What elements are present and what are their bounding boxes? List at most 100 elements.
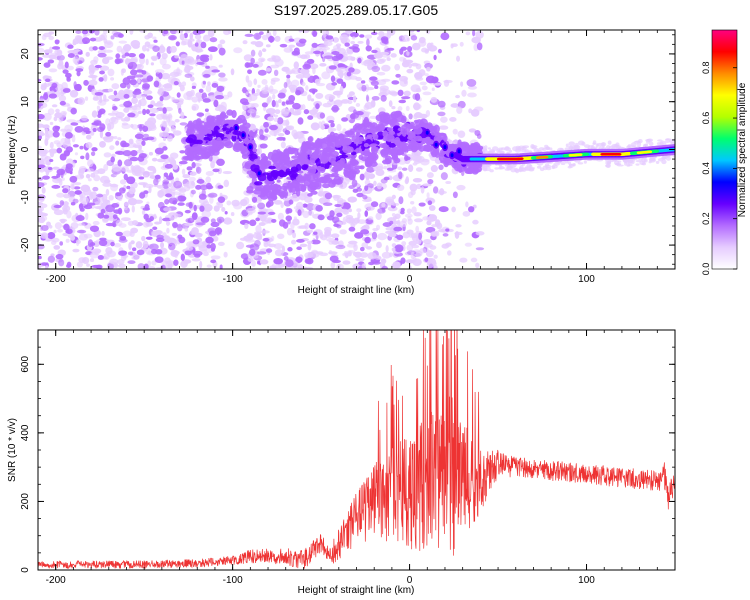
spectrogram-blob (268, 85, 274, 93)
snr-xtick-label: -200 (46, 575, 66, 586)
spectrogram-blob (412, 178, 423, 183)
spectrogram-blob (73, 186, 81, 190)
spectrogram-blob (85, 173, 91, 179)
spectrogram-blob (123, 202, 129, 207)
spectrogram-blob (551, 164, 558, 169)
spectrogram-blob (419, 81, 427, 86)
spectrogram-blob (128, 186, 136, 195)
spectrogram-blob (97, 255, 104, 260)
spectrogram-blob (38, 164, 46, 169)
spectrogram-blob (265, 67, 272, 72)
spectrogram-blob (52, 166, 60, 170)
spectrogram-blob (406, 208, 412, 214)
spectrogram-blob (321, 71, 331, 80)
spectrogram-blob (56, 192, 65, 198)
spectrogram-blob (137, 110, 142, 115)
spectrogram-blob (98, 77, 104, 82)
spectrogram-blob (98, 108, 106, 115)
spectrogram-blob (254, 181, 263, 186)
spectrogram-blob (348, 217, 354, 226)
spectrogram-blob (111, 202, 120, 208)
spectrogram-blob (184, 209, 191, 214)
spectrogram-xtick-label: -200 (46, 274, 66, 285)
spectrogram-blob (109, 258, 119, 265)
spectrogram-blob (596, 142, 604, 147)
spectrogram-blob (247, 108, 256, 114)
spectrogram-blob (364, 210, 369, 217)
spectrogram-blob (456, 106, 463, 114)
spectrogram-blob (346, 71, 352, 77)
spectrogram-blob (454, 231, 463, 236)
spectrogram-blob (217, 241, 225, 247)
spectrogram-blob (199, 184, 209, 191)
spectrogram-blob (375, 169, 385, 177)
spectrogram-blob (169, 30, 178, 35)
spectrogram-blob (113, 209, 122, 214)
spectrogram-blob (137, 263, 145, 269)
spectrogram-blob (622, 158, 629, 163)
spectrogram-blob (103, 38, 108, 44)
spectrogram-blob (388, 232, 397, 238)
spectrogram-blob (62, 188, 69, 194)
spectrogram-blob (172, 250, 180, 255)
spectrogram-blob (369, 76, 378, 81)
spectrogram-blob (277, 212, 285, 221)
spectrogram-blob (205, 171, 214, 177)
spectrogram-blob (277, 92, 286, 99)
spectrogram-blob (102, 98, 110, 102)
spectrogram-blob (412, 155, 422, 162)
spectrogram-blob (451, 206, 456, 213)
spectrogram-blob (468, 167, 475, 173)
spectrogram-blob (112, 214, 118, 220)
spectrogram-blob (330, 261, 336, 269)
spectrogram-blob (645, 139, 652, 142)
spectrogram-blob (363, 148, 370, 154)
spectrogram-blob (438, 125, 449, 130)
spectrogram-blob (376, 241, 382, 249)
spectrogram-blob (59, 200, 65, 206)
spectrogram-blob (377, 232, 388, 241)
spectrogram-blob (307, 135, 314, 143)
spectrogram-blob (199, 54, 208, 62)
spectrogram-blob (311, 185, 318, 190)
spectrogram-blob (356, 208, 362, 213)
spectrogram-blob (60, 170, 64, 179)
spectrogram-blob (280, 202, 284, 209)
spectrogram-blob (218, 47, 226, 56)
spectrogram-blob (186, 122, 196, 129)
spectrogram-blob (186, 166, 193, 171)
spectrogram-blob (191, 96, 199, 103)
spectrogram-blob (186, 65, 194, 70)
spectrogram-blob (82, 37, 91, 44)
spectrogram-blob (85, 51, 90, 57)
spectrogram-blob (315, 204, 323, 212)
spectrogram-blob (331, 55, 341, 61)
snr-background (38, 330, 675, 570)
spectrogram-blob (96, 193, 104, 198)
spectrogram-blob (196, 148, 206, 156)
spectrogram-blob (425, 109, 431, 117)
spectrogram-blob (360, 229, 370, 235)
spectrogram-blob (206, 264, 212, 268)
signal-hot-core (617, 152, 622, 156)
spectrogram-blob (48, 68, 58, 73)
spectrogram-blob (80, 168, 86, 173)
spectrogram-blob (259, 31, 264, 36)
spectrogram-blob (414, 71, 423, 80)
spectrogram-blob (40, 262, 48, 266)
spectrogram-blob (86, 168, 94, 173)
spectrogram-blob (222, 170, 232, 175)
spectrogram-blob (261, 78, 268, 85)
spectrogram-blob (309, 155, 316, 163)
spectrogram-blob (198, 244, 208, 252)
spectrogram-blob (465, 31, 471, 36)
spectrogram-blob (271, 218, 277, 223)
spectrogram-blob (221, 94, 230, 100)
spectrogram-blob (274, 58, 284, 67)
spectrogram-blob (409, 30, 415, 33)
spectrogram-blob (356, 219, 367, 224)
spectrogram-blob (402, 34, 410, 43)
spectrogram-blob (522, 145, 526, 149)
spectrogram-blob (643, 143, 649, 147)
spectrogram-blob (278, 219, 286, 227)
